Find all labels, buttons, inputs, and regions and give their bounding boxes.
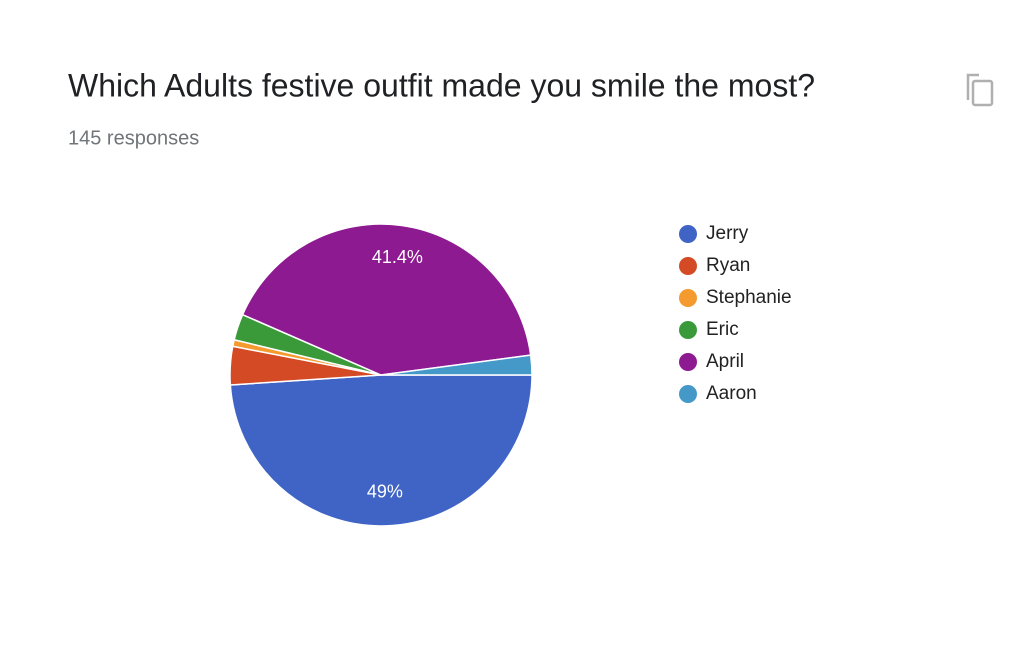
pie-slice: [229, 374, 533, 527]
copy-icon[interactable]: [966, 73, 994, 107]
legend-label: Eric: [706, 319, 739, 340]
copy-icon-back: [966, 73, 979, 100]
copy-icon-front: [971, 79, 994, 107]
pie-slice: [241, 223, 532, 376]
legend-label: Jerry: [706, 223, 749, 244]
data-label: 41.4%: [372, 247, 423, 267]
legend-label: April: [706, 351, 744, 372]
legend-swatch: [679, 289, 697, 307]
legend-swatch: [679, 321, 697, 339]
legend-label: Stephanie: [706, 287, 792, 308]
chart-title: Which Adults festive outfit made you smi…: [68, 67, 815, 103]
legend-label: Aaron: [706, 383, 757, 404]
legend-swatch: [679, 257, 697, 275]
data-label: 49%: [367, 482, 403, 502]
legend-swatch: [679, 353, 697, 371]
legend-swatch: [679, 225, 697, 243]
pie-slice: [380, 354, 533, 376]
chart-subtitle: 145 responses: [68, 127, 199, 149]
legend-swatch: [679, 385, 697, 403]
legend-label: Ryan: [706, 255, 750, 276]
